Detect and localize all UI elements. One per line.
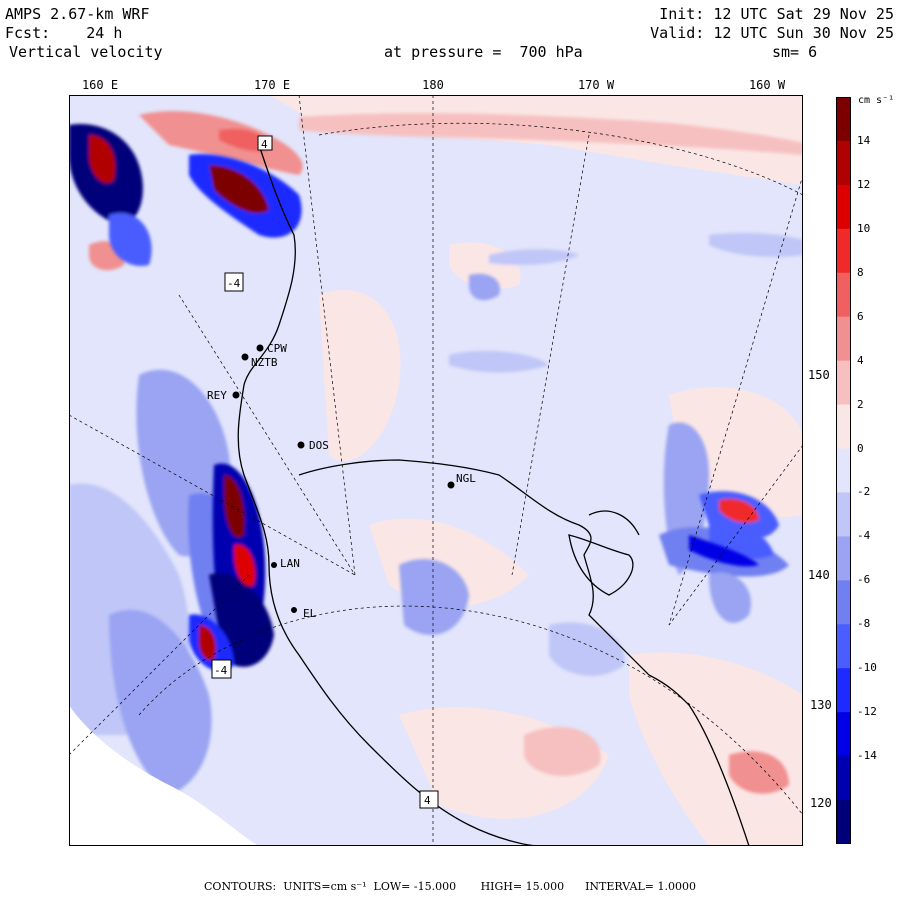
colorbar-units: cm s⁻¹ [858, 95, 895, 106]
colorbar-tick-label: -4 [857, 529, 871, 543]
colorbar-segment [836, 580, 851, 625]
colorbar-segment [836, 272, 851, 318]
colorbar-tick-label: 8 [857, 265, 864, 279]
contour-low: LOW= -15.000 [373, 880, 457, 893]
contour-label: CONTOURS: [204, 880, 277, 893]
orographic-band-south [189, 463, 274, 671]
lon-label-160e: 160 E [81, 78, 119, 92]
model-title: AMPS 2.67-km WRF [5, 5, 150, 23]
coastline [237, 144, 750, 846]
contour-units: UNITS=cm s⁻¹ [283, 880, 367, 893]
colorbar-segment [836, 668, 851, 713]
colorbar-segment [836, 536, 851, 581]
station-label-dos: DOS [309, 439, 329, 452]
field-name: Vertical velocity [9, 43, 163, 61]
box-markers: 4 -4 -4 4 [211, 135, 439, 809]
colorbar-tick-label: 6 [857, 309, 864, 323]
colorbar-segment [836, 492, 851, 537]
terrain-mask [69, 705, 259, 846]
colorbar-segment [836, 97, 851, 142]
forecast-label: Fcst: 24 h [5, 24, 122, 42]
box-marker-1 [257, 135, 273, 151]
colorbar-tick-label: -10 [857, 661, 877, 675]
smoothing: sm= 6 [772, 43, 818, 61]
colorbar-segment [836, 184, 851, 230]
box-marker-label-2: -4 [227, 277, 241, 290]
lon-label-160w: 160 W [748, 78, 786, 92]
stations: CPW NZTB REY DOS NGL LAN EL [207, 342, 476, 620]
vertical-velocity-map: CPW NZTB REY DOS NGL LAN EL 4 -4 -4 4 [69, 95, 803, 846]
contour-info: CONTOURS: UNITS=cm s⁻¹ LOW= -15.000 HIGH… [0, 880, 900, 893]
wave-cluster-east [689, 491, 779, 567]
station-label-rey: REY [207, 389, 227, 402]
station-dot-cpw [256, 344, 264, 352]
colorbar-tick-label: -2 [857, 485, 871, 499]
station-dot-el [291, 607, 297, 613]
contour-high: HIGH= 15.000 [480, 880, 565, 893]
station-dot-lan [271, 562, 277, 568]
map-frame [69, 95, 803, 846]
station-dot-rey [232, 391, 240, 399]
station-dot-dos [297, 441, 305, 449]
station-label-cpw: CPW [267, 342, 287, 355]
contour-interval: INTERVAL= 1.0000 [585, 880, 696, 893]
colorbar-segment [836, 140, 851, 186]
station-label-ngl: NGL [456, 472, 476, 485]
colorbar-tick-label: 10 [857, 221, 871, 235]
colorbar [836, 97, 851, 844]
station-dot-nztb [241, 353, 249, 361]
colorbar-tick-label: 4 [857, 353, 864, 367]
lon-label-180: 180 [422, 78, 444, 92]
init-time: Init: 12 UTC Sat 29 Nov 25 [659, 5, 894, 23]
station-label-el: EL [303, 607, 317, 620]
colorbar-segment [836, 624, 851, 669]
colorbar-frame [836, 97, 851, 844]
orographic-band-north [69, 124, 302, 266]
station-label-lan: LAN [280, 557, 300, 570]
colorbar-tick-label: -14 [857, 749, 877, 763]
colorbar-segment [836, 448, 851, 493]
box-marker-label-1: 4 [261, 138, 268, 151]
graticule [69, 95, 803, 846]
colorbar-segment [836, 404, 851, 450]
colorbar-tick-label: -6 [857, 573, 871, 587]
forecast-hour: 24 h [86, 24, 123, 42]
colorbar-tick-label: 14 [857, 133, 871, 147]
box-marker-label-3: -4 [214, 664, 228, 677]
colorbar-segment [836, 712, 851, 757]
lon-label-170e: 170 E [253, 78, 291, 92]
station-dot-ngl [447, 481, 455, 489]
colorbar-tick-label: 2 [857, 397, 864, 411]
colorbar-segment [836, 316, 851, 362]
colorbar-segment [836, 800, 851, 844]
colorbar-tick-label: 12 [857, 177, 871, 191]
pressure-level: at pressure = 700 hPa [384, 43, 583, 61]
lon-label-170w: 170 W [577, 78, 615, 92]
station-label-nztb: NZTB [251, 356, 278, 369]
colorbar-tick-label: 0 [857, 441, 864, 455]
box-marker-2 [224, 272, 244, 292]
colorbar-tick-label: -12 [857, 705, 877, 719]
box-marker-3 [211, 659, 232, 679]
colorbar-segment [836, 228, 851, 274]
colorbar-segment [836, 756, 851, 801]
colorbar-segment [836, 360, 851, 406]
box-marker-label-4: 4 [424, 794, 431, 807]
valid-time: Valid: 12 UTC Sun 30 Nov 25 [650, 24, 894, 42]
colorbar-tick-label: -8 [857, 617, 871, 631]
box-marker-4 [419, 790, 439, 809]
strong-ascent-regions [89, 111, 803, 794]
forecast-label-text: Fcst: [5, 24, 51, 42]
